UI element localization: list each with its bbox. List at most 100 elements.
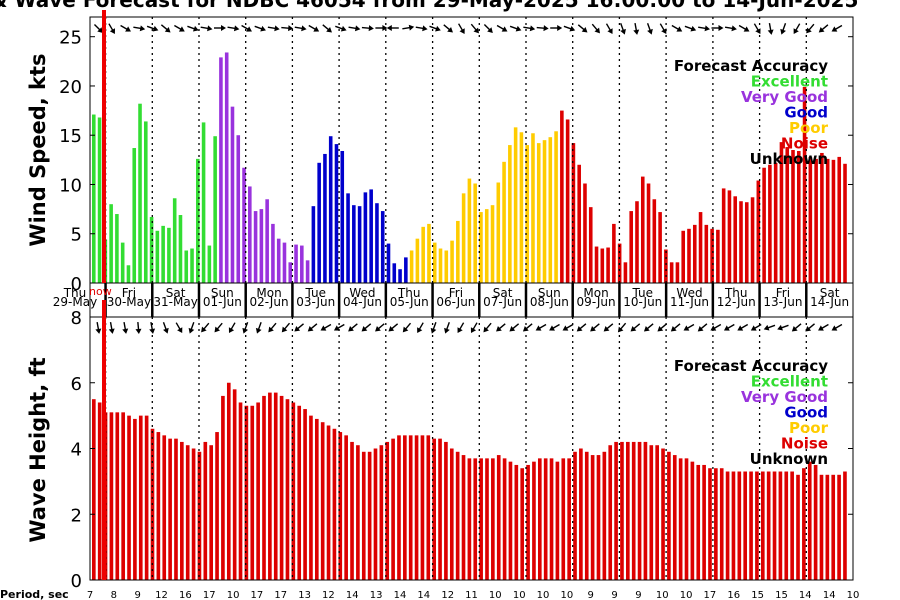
wind-ytick-label: 0 [71, 274, 82, 295]
wind-bar [178, 215, 183, 283]
wave-bar [209, 445, 213, 580]
wave-direction-arrow-icon [108, 321, 115, 334]
wind-bar [577, 164, 581, 283]
period-tick-label: 8 [111, 590, 117, 600]
wind-direction-arrow-icon [108, 23, 115, 35]
wave-bar [549, 458, 554, 580]
wave-direction-arrow-icon [228, 322, 236, 334]
wind-bar [479, 212, 483, 283]
wind-bar [415, 238, 420, 283]
wave-direction-arrow-icon [457, 322, 465, 334]
wave-bar [561, 458, 566, 580]
wave-bar [385, 441, 390, 580]
wind-bar [144, 121, 148, 284]
wave-bar [215, 432, 219, 580]
wind-bar [115, 214, 119, 283]
day-name-label: Sat [820, 286, 840, 300]
wind-direction-arrow-icon [429, 25, 441, 32]
day-name-label: Sat [166, 286, 186, 300]
wind-bar [635, 201, 639, 283]
wind-direction-arrow-icon [536, 25, 549, 32]
wind-bar [814, 158, 818, 283]
period-tick-label: 10 [227, 590, 240, 600]
period-tick-label: 14 [346, 590, 359, 600]
wave-bar [403, 435, 407, 580]
wind-bar [542, 140, 547, 283]
wave-bar [408, 435, 413, 580]
wave-bar [714, 468, 718, 580]
wind-bar [785, 147, 790, 283]
wind-bar [490, 205, 495, 283]
period-tick-label: 10 [513, 590, 526, 600]
day-name-label: Tue [305, 286, 327, 300]
wind-bar [796, 150, 801, 283]
wave-bar [514, 464, 519, 580]
wave-bar [115, 412, 120, 580]
period-tick-label: 9 [611, 590, 617, 600]
wind-direction-arrow-icon [254, 25, 266, 32]
period-tick-label: 9 [135, 590, 141, 600]
wave-bar [661, 448, 665, 580]
wave-bar [420, 435, 425, 580]
day-date-label: 10-Jun [623, 295, 662, 309]
wave-bar [590, 455, 595, 580]
wave-direction-arrow-icon [268, 322, 277, 333]
wind-direction-arrow-icon [174, 24, 185, 32]
wave-bar [749, 471, 753, 580]
wind-bar [149, 216, 154, 283]
day-date-label: 01-Jun [203, 295, 242, 309]
wave-direction-arrow-icon [255, 322, 262, 334]
wave-bar [203, 441, 208, 580]
wind-bar [456, 220, 460, 283]
wave-direction-arrow-icon [201, 322, 210, 333]
wind-bar [571, 143, 576, 283]
wind-direction-arrow-icon [335, 25, 347, 32]
wave-bar [819, 474, 824, 580]
wave-bar [696, 464, 701, 580]
wind-day-gridlines [104, 17, 807, 283]
day-name-label: Sun [538, 286, 561, 300]
wind-bar [773, 162, 778, 283]
wave-direction-arrow-icon [683, 323, 695, 331]
wave-direction-arrow-icon [348, 323, 358, 332]
wind-direction-arrow-icon [605, 23, 613, 35]
wind-bar [334, 144, 339, 283]
wind-bar [427, 223, 431, 283]
wave-bar [737, 471, 742, 580]
wind-bar [502, 161, 506, 283]
wave-bar [843, 471, 847, 580]
wave-direction-arrow-icon [307, 323, 318, 332]
wind-bar [346, 193, 350, 283]
wind-bar [190, 248, 194, 283]
wave-bar [397, 435, 401, 580]
wave-bar [807, 461, 812, 580]
wave-bar [643, 441, 648, 580]
period-tick-label: 7 [87, 590, 93, 600]
wind-bar [612, 223, 616, 283]
wave-bar [772, 471, 777, 580]
wind-bar [357, 206, 362, 283]
wave-ytick-label: 0 [71, 571, 82, 592]
wave-bar [626, 441, 630, 580]
wave-bar [444, 441, 448, 580]
wave-bar [309, 415, 313, 581]
wave-bar [191, 448, 196, 580]
wave-direction-arrow-icon [375, 323, 385, 332]
wind-bar [484, 209, 489, 283]
period-tick-label: 12 [155, 590, 168, 600]
wind-direction-arrow-icon [711, 25, 724, 31]
wind-y-axis-label: Wind Speed, kts [26, 53, 50, 246]
wave-direction-arrow-icon [750, 323, 762, 331]
wave-direction-arrow-icon [135, 321, 142, 334]
wave-bar [614, 441, 618, 580]
day-name-label: Fri [449, 286, 463, 300]
wave-bar [326, 425, 331, 580]
wave-bar [467, 458, 472, 580]
wind-bar [536, 143, 541, 283]
wave-bar [133, 418, 137, 580]
wave-direction-arrow-icon [242, 322, 249, 334]
wind-bar [629, 211, 633, 283]
period-tick-label: 17 [203, 590, 216, 600]
day-date-label: 03-Jun [296, 295, 335, 309]
chart-title: & Wave Forecast for NDBC 46054 from 29-M… [0, 0, 858, 12]
